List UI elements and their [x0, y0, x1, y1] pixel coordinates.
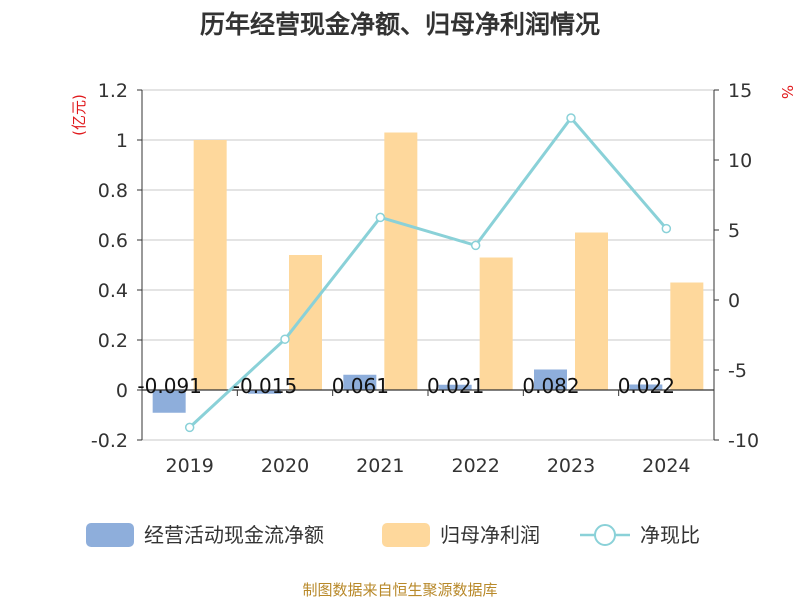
- cash-flow-label: -0.091: [137, 374, 201, 398]
- legend-profit-swatch: [382, 523, 430, 547]
- bar-labels: -0.091 -0.015 0.061 0.021 0.082 0.022: [137, 374, 675, 398]
- cash-flow-label: 0.021: [427, 374, 484, 398]
- legend-cash-swatch: [86, 523, 134, 547]
- cash-flow-bar: [152, 390, 186, 413]
- legend-ratio-label: 净现比: [640, 523, 700, 547]
- net-profit-bar: [289, 255, 322, 390]
- axis-ticks: 1.2 1 0.8 0.6 0.4 0.2 0 -0.2 15 10 5 0 -5 -10: [91, 80, 759, 452]
- legend-profit-label: 归母净利润: [440, 523, 540, 547]
- category-label: 2019: [165, 455, 213, 477]
- left-tick-label: -0.2: [91, 430, 128, 452]
- left-tick-label: 1: [116, 130, 128, 152]
- bars: [152, 132, 704, 413]
- ratio-point: [184, 422, 195, 433]
- cash-flow-bar: [248, 390, 281, 394]
- category-label: 2020: [261, 455, 309, 477]
- cash-flow-label: 0.061: [332, 374, 389, 398]
- left-tick-label: 1.2: [98, 80, 128, 102]
- left-tick-label: 0.4: [98, 280, 128, 302]
- left-tick-label: 0.2: [98, 330, 128, 352]
- ratio-point: [566, 113, 576, 123]
- ratio-line: [184, 113, 672, 433]
- net-profit-bar: [575, 232, 608, 390]
- right-axis-unit: %: [778, 85, 796, 99]
- right-tick-label: 15: [728, 80, 752, 102]
- net-profit-bar: [193, 140, 227, 390]
- cash-flow-label: 0.082: [522, 374, 579, 398]
- cash-flow-bar: [343, 374, 377, 390]
- ratio-point: [375, 212, 386, 223]
- category-label: 2024: [642, 455, 690, 477]
- source-note: 制图数据来自恒生聚源数据库: [302, 581, 497, 599]
- legend-cash-label: 经营活动现金流净额: [144, 523, 324, 547]
- cash-flow-label: -0.015: [233, 374, 297, 398]
- right-tick-label: 0: [728, 290, 740, 312]
- legend: 经营活动现金流净额 归母净利润 净现比: [86, 523, 700, 547]
- cash-flow-label: 0.022: [618, 374, 675, 398]
- net-profit-bar: [479, 257, 513, 390]
- right-tick-label: -10: [728, 430, 759, 452]
- axes: 2019 2020 2021 2022 2023 2024: [141, 90, 715, 477]
- net-profit-bar: [384, 132, 418, 390]
- left-tick-label: 0.6: [98, 230, 128, 252]
- left-tick-label: 0: [116, 380, 128, 402]
- left-axis-unit: (亿元): [70, 94, 88, 136]
- cash-flow-bar: [438, 384, 472, 390]
- chart-title: 历年经营现金净额、归母净利润情况: [200, 10, 600, 39]
- legend-ratio-marker: [594, 524, 616, 546]
- ratio-point: [280, 334, 290, 344]
- right-tick-label: 10: [728, 150, 752, 172]
- category-label: 2023: [547, 455, 595, 477]
- category-label: 2022: [451, 455, 499, 477]
- category-label: 2021: [356, 455, 404, 477]
- right-tick-label: -5: [728, 360, 747, 382]
- ratio-line-path: [188, 115, 668, 429]
- ratio-point: [470, 240, 481, 251]
- right-tick-label: 5: [728, 220, 740, 242]
- left-tick-label: 0.8: [98, 180, 128, 202]
- ratio-point: [661, 223, 672, 234]
- net-profit-bar: [670, 282, 704, 390]
- cash-flow-bar: [534, 369, 567, 390]
- cash-flow-bar: [629, 384, 663, 390]
